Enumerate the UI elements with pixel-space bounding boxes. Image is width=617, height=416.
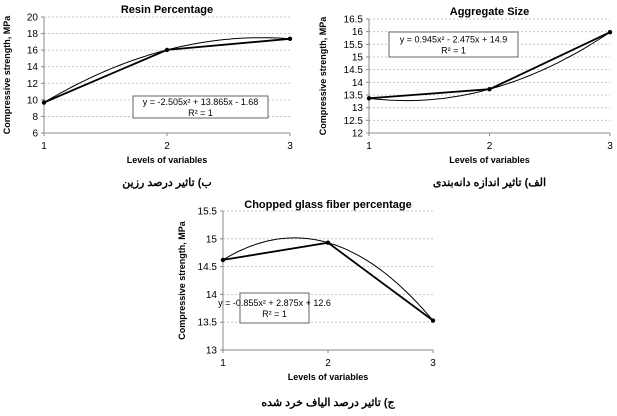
y-tick-label: 15.5 [344,40,364,51]
equation-text: y = -2.505x² + 13.865x - 1.68 [143,97,259,107]
data-point [164,47,170,53]
x-axis-label: Levels of variables [449,155,530,165]
y-tick-label: 10 [27,95,39,106]
y-tick-label: 18 [27,29,39,40]
chart-title: Resin Percentage [121,4,213,16]
x-tick-label: 2 [164,141,170,152]
data-point [607,29,613,35]
trendline [43,37,291,103]
y-tick-label: 14 [27,62,39,73]
r-squared-text: R² = 1 [441,46,466,56]
equation-text: y = -0.855x² + 2.875x + 12.6 [218,298,331,308]
y-tick-label: 12 [27,79,39,90]
data-point [287,36,293,41]
data-point [41,100,47,105]
y-tick-label: 13.5 [198,318,218,329]
y-tick-label: 13 [206,346,218,357]
y-tick-label: 16 [352,27,364,38]
y-tick-label: 8 [32,112,38,123]
y-axis-label: Compressive strength, MPa [318,16,328,136]
x-tick-label: 1 [220,358,226,369]
y-tick-label: 14.5 [344,65,364,76]
y-tick-label: 15 [352,53,364,64]
x-tick-label: 1 [41,141,47,152]
x-tick-label: 3 [607,141,613,152]
figure-caption: الف) تاثیر اندازه دانه‌بندی [433,177,546,189]
equation-box [239,292,310,324]
r-squared-text: R² = 1 [262,309,287,319]
y-tick-label: 6 [32,129,38,140]
figure-caption: ب) تاثیر درصد رزین [122,177,211,189]
x-tick-label: 3 [287,141,293,152]
r-squared-text: R² = 1 [188,108,213,118]
y-tick-label: 15.5 [198,207,218,218]
x-tick-label: 1 [366,141,372,152]
y-tick-label: 15 [206,234,218,245]
y-tick-label: 12.5 [344,116,364,127]
data-point [430,318,436,323]
x-tick-label: 2 [487,141,493,152]
y-tick-label: 14 [352,78,364,89]
y-tick-label: 13 [352,103,364,114]
equation-box [132,95,269,119]
y-tick-label: 13.5 [344,91,364,102]
y-tick-label: 16 [27,46,39,57]
x-axis-label: Levels of variables [288,372,369,382]
chart-title: Aggregate Size [450,6,529,18]
y-tick-label: 20 [27,13,39,24]
y-tick-label: 14.5 [198,262,218,273]
data-point [220,257,226,263]
data-point [487,86,492,92]
figure-caption: ج) تاثیر درصد الیاف خرد شده [261,397,395,409]
x-tick-label: 3 [430,358,436,369]
y-tick-label: 12 [352,129,364,140]
equation-box [388,31,519,58]
y-tick-label: 16.5 [344,15,364,26]
x-axis-label: Levels of variables [127,155,208,165]
chart-3: 13 13.5 14 14.5 15 15.5 1 2 3 y = -0.855x² + 2.87… [177,199,436,409]
equation-text: y = 0.945x² - 2.475x + 14.9 [400,35,508,45]
data-point [325,240,331,245]
data-point [366,96,372,101]
y-axis-label: Compressive strength, MPa [177,220,187,340]
y-axis-label: Compressive strength, MPa [2,15,12,135]
chart-title: Chopped glass fiber percentage [244,199,411,211]
y-tick-label: 14 [206,290,218,301]
x-tick-label: 2 [325,358,331,369]
